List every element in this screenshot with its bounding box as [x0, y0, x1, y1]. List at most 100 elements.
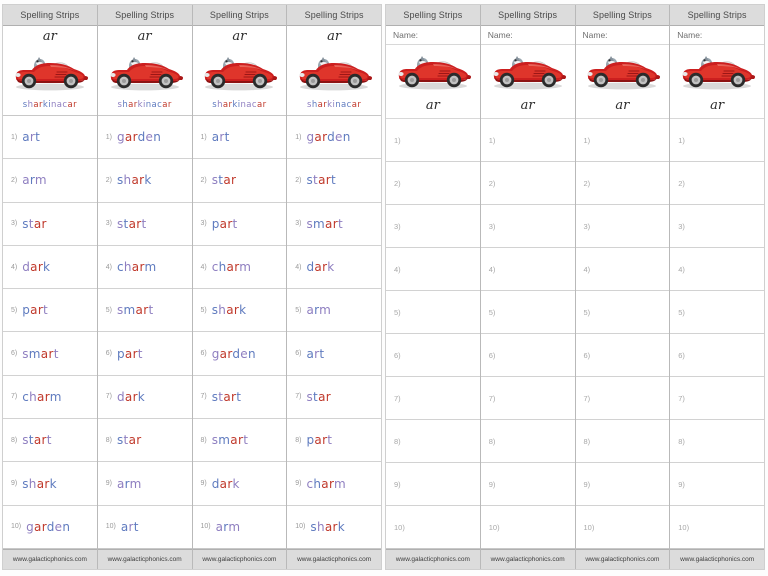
- word-row[interactable]: 1): [480, 119, 575, 162]
- word-row[interactable]: 6) part: [97, 332, 192, 376]
- name-field[interactable]: Name:: [480, 26, 575, 45]
- word-row[interactable]: 5) arm: [287, 289, 381, 333]
- word-row[interactable]: 4): [670, 248, 764, 291]
- word-row[interactable]: 8): [670, 420, 764, 463]
- row-word: garden: [306, 130, 351, 145]
- word-row[interactable]: 10) shark: [287, 506, 381, 549]
- word-row[interactable]: 7) charm: [3, 376, 97, 420]
- word-row[interactable]: 8) star: [97, 419, 192, 463]
- word-row[interactable]: 9) arm: [97, 462, 192, 506]
- word-row[interactable]: 7) dark: [97, 376, 192, 420]
- word-row[interactable]: 6): [480, 334, 575, 377]
- word-row[interactable]: 3): [575, 205, 670, 248]
- word-row[interactable]: 1) garden: [287, 116, 381, 160]
- word-row[interactable]: 4): [480, 248, 575, 291]
- row-number: 8): [295, 436, 302, 444]
- word-row[interactable]: 10) art: [97, 506, 192, 549]
- word-row[interactable]: 6): [386, 334, 480, 377]
- strip-picture: [481, 45, 575, 93]
- word-row[interactable]: 3): [386, 205, 480, 248]
- name-field[interactable]: Name:: [670, 26, 764, 45]
- word-row[interactable]: 7) start: [192, 376, 287, 420]
- row-number: 8): [488, 436, 496, 446]
- word-row[interactable]: 9): [386, 463, 480, 506]
- word-row[interactable]: 4) charm: [97, 246, 192, 290]
- word-row[interactable]: 9) charm: [287, 462, 381, 506]
- row-number: 3): [488, 221, 496, 231]
- word-row[interactable]: 1) art: [192, 116, 287, 160]
- word-row[interactable]: 2) shark: [97, 159, 192, 203]
- word-row[interactable]: 1): [575, 119, 670, 162]
- word-row[interactable]: 2): [670, 162, 764, 205]
- word-row[interactable]: 3) part: [192, 203, 287, 246]
- word-row[interactable]: 3): [670, 205, 764, 248]
- word-row[interactable]: 7): [386, 377, 480, 420]
- word-row[interactable]: 8) smart: [192, 419, 287, 463]
- row-number: 1): [200, 133, 207, 141]
- word-row[interactable]: 4): [386, 248, 480, 291]
- word-row[interactable]: 2) start: [287, 159, 381, 203]
- row-number: 3): [295, 220, 302, 228]
- name-field[interactable]: Name:: [575, 26, 670, 45]
- word-row[interactable]: 3) start: [97, 203, 192, 246]
- word-row[interactable]: 8) start: [3, 419, 97, 463]
- word-row[interactable]: 5): [575, 291, 670, 334]
- word-row[interactable]: 9): [575, 463, 670, 506]
- word-row[interactable]: 3) smart: [287, 203, 381, 246]
- word-row[interactable]: 6): [575, 334, 670, 377]
- word-row[interactable]: 8): [575, 420, 670, 463]
- word-row[interactable]: 4) charm: [192, 246, 287, 290]
- word-row[interactable]: 9): [480, 463, 575, 506]
- word-row[interactable]: 9) dark: [192, 462, 287, 506]
- row-word: arm: [306, 303, 332, 318]
- word-row[interactable]: 7) star: [287, 376, 381, 420]
- word-row[interactable]: 5) smart: [97, 289, 192, 333]
- word-row[interactable]: 4) dark: [3, 246, 97, 290]
- word-row[interactable]: 1) art: [3, 116, 97, 160]
- word-row[interactable]: 6) art: [287, 332, 381, 376]
- word-row[interactable]: 10): [575, 506, 670, 549]
- word-row[interactable]: 5): [386, 291, 480, 334]
- word-row[interactable]: 8): [480, 420, 575, 463]
- word-row[interactable]: 9): [670, 463, 764, 506]
- word-row[interactable]: 1): [386, 119, 480, 162]
- row-word: star: [211, 173, 237, 188]
- word-row[interactable]: 2): [386, 162, 480, 205]
- row-number: 8): [394, 436, 401, 446]
- word-row[interactable]: 6) smart: [3, 332, 97, 376]
- word-row[interactable]: 8) part: [287, 419, 381, 463]
- word-row[interactable]: 10) garden: [3, 506, 97, 549]
- word-row[interactable]: 8): [386, 420, 480, 463]
- name-field[interactable]: Name:: [386, 26, 480, 45]
- word-row[interactable]: 7): [480, 377, 575, 420]
- row-number: 4): [11, 263, 18, 271]
- word-row[interactable]: 2) arm: [3, 159, 97, 203]
- word-row[interactable]: 7): [670, 377, 764, 420]
- word-row[interactable]: 2): [480, 162, 575, 205]
- row-number: 2): [200, 176, 207, 184]
- word-row[interactable]: 3): [480, 205, 575, 248]
- word-row[interactable]: 3) star: [3, 203, 97, 246]
- row-word: garden: [26, 519, 71, 534]
- word-row[interactable]: 1) garden: [97, 116, 192, 160]
- word-row[interactable]: 10): [386, 506, 480, 549]
- word-row[interactable]: 7): [575, 377, 670, 420]
- spelling-strip: Spelling Strips Name: ar 1) 2: [670, 5, 764, 569]
- row-word: star: [22, 216, 47, 231]
- word-row[interactable]: 10): [670, 506, 764, 549]
- word-row[interactable]: 5): [670, 291, 764, 334]
- word-row[interactable]: 4) dark: [287, 246, 381, 290]
- word-row[interactable]: 2) star: [192, 159, 287, 203]
- word-row[interactable]: 5) part: [3, 289, 97, 333]
- word-row[interactable]: 4): [575, 248, 670, 291]
- word-row[interactable]: 10) arm: [192, 506, 287, 549]
- word-row[interactable]: 6): [670, 334, 764, 377]
- strip-footer: www.galacticphonics.com: [3, 549, 97, 569]
- word-row[interactable]: 5): [480, 291, 575, 334]
- word-row[interactable]: 5) shark: [192, 289, 287, 333]
- word-row[interactable]: 9) shark: [3, 462, 97, 506]
- word-row[interactable]: 2): [575, 162, 670, 205]
- word-row[interactable]: 10): [480, 506, 575, 549]
- word-row[interactable]: 6) garden: [192, 332, 287, 376]
- word-row[interactable]: 1): [670, 119, 764, 162]
